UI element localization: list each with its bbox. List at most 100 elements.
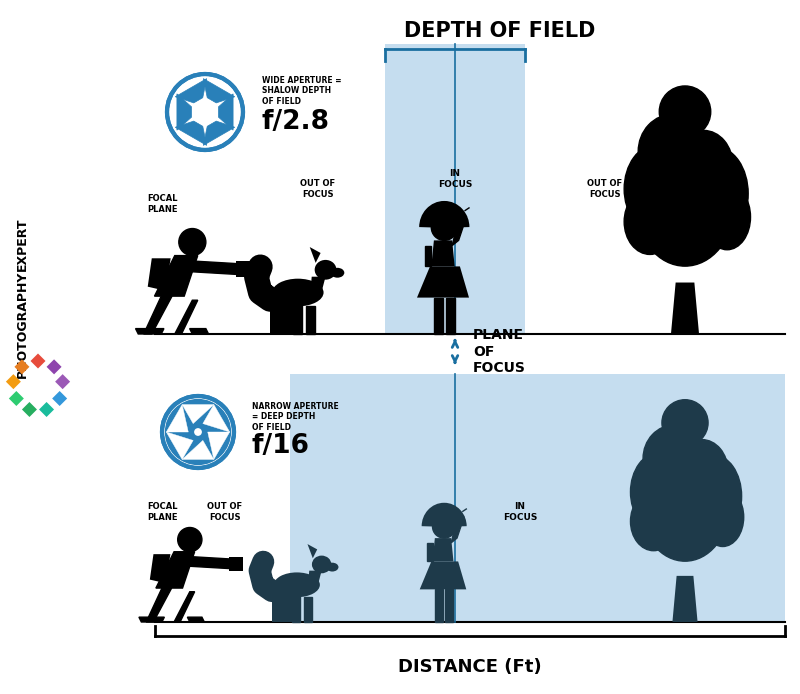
Polygon shape bbox=[192, 261, 238, 275]
Text: WIDE APERTURE =
SHALOW DEPTH
OF FIELD: WIDE APERTURE = SHALOW DEPTH OF FIELD bbox=[262, 76, 342, 105]
Polygon shape bbox=[166, 432, 193, 459]
Polygon shape bbox=[434, 298, 443, 334]
Polygon shape bbox=[306, 306, 314, 334]
Polygon shape bbox=[148, 258, 170, 291]
Bar bbox=[385, 44, 525, 334]
Text: OUT OF
FOCUS: OUT OF FOCUS bbox=[301, 179, 335, 198]
Polygon shape bbox=[310, 277, 326, 299]
Polygon shape bbox=[182, 405, 214, 423]
Circle shape bbox=[178, 527, 202, 552]
Polygon shape bbox=[446, 298, 454, 334]
Ellipse shape bbox=[272, 279, 323, 306]
Polygon shape bbox=[451, 515, 464, 543]
Text: PHOTOGRAPHY: PHOTOGRAPHY bbox=[15, 270, 29, 378]
Polygon shape bbox=[446, 589, 454, 622]
Polygon shape bbox=[174, 301, 198, 334]
Text: f/16: f/16 bbox=[252, 433, 310, 459]
Polygon shape bbox=[203, 78, 234, 103]
Text: OUT OF
FOCUS: OUT OF FOCUS bbox=[207, 502, 242, 522]
Ellipse shape bbox=[330, 268, 344, 278]
Circle shape bbox=[431, 214, 458, 240]
Polygon shape bbox=[55, 374, 70, 389]
Polygon shape bbox=[14, 359, 30, 374]
Polygon shape bbox=[673, 576, 698, 622]
Ellipse shape bbox=[630, 492, 677, 551]
Ellipse shape bbox=[312, 556, 331, 573]
Text: IN
FOCUS: IN FOCUS bbox=[438, 169, 472, 189]
Text: FOCAL
PLANE: FOCAL PLANE bbox=[146, 194, 178, 214]
Polygon shape bbox=[6, 374, 21, 389]
Polygon shape bbox=[144, 296, 172, 334]
Ellipse shape bbox=[674, 130, 733, 201]
Ellipse shape bbox=[704, 184, 750, 250]
Polygon shape bbox=[293, 303, 302, 334]
Polygon shape bbox=[671, 282, 699, 334]
Ellipse shape bbox=[659, 86, 710, 137]
Polygon shape bbox=[193, 99, 217, 126]
Ellipse shape bbox=[675, 439, 728, 502]
Ellipse shape bbox=[314, 260, 337, 280]
Polygon shape bbox=[9, 391, 24, 406]
Polygon shape bbox=[187, 617, 204, 622]
Polygon shape bbox=[135, 328, 164, 334]
Ellipse shape bbox=[702, 488, 744, 546]
Ellipse shape bbox=[630, 452, 689, 532]
Bar bbox=[290, 374, 785, 622]
Polygon shape bbox=[46, 359, 62, 374]
Text: OUT OF
FOCUS: OUT OF FOCUS bbox=[587, 179, 622, 198]
Polygon shape bbox=[293, 593, 300, 622]
Polygon shape bbox=[420, 561, 466, 589]
Polygon shape bbox=[425, 246, 431, 266]
Bar bbox=[229, 557, 243, 571]
Text: EXPERT: EXPERT bbox=[15, 217, 29, 271]
Polygon shape bbox=[166, 405, 188, 432]
Circle shape bbox=[170, 77, 240, 147]
Polygon shape bbox=[417, 266, 469, 298]
Polygon shape bbox=[190, 328, 209, 334]
Polygon shape bbox=[435, 589, 443, 622]
Polygon shape bbox=[203, 121, 234, 146]
Polygon shape bbox=[156, 552, 194, 588]
Circle shape bbox=[179, 228, 206, 255]
Polygon shape bbox=[208, 432, 230, 459]
Polygon shape bbox=[307, 544, 318, 558]
Polygon shape bbox=[270, 299, 293, 334]
Polygon shape bbox=[174, 592, 194, 622]
Polygon shape bbox=[304, 598, 312, 622]
Polygon shape bbox=[190, 557, 231, 568]
Text: DISTANCE (Ft): DISTANCE (Ft) bbox=[398, 658, 542, 676]
Polygon shape bbox=[310, 247, 321, 263]
Circle shape bbox=[194, 428, 202, 436]
Text: DEPTH OF FIELD: DEPTH OF FIELD bbox=[404, 21, 596, 41]
Polygon shape bbox=[426, 543, 433, 561]
Polygon shape bbox=[154, 255, 198, 296]
Bar bbox=[235, 261, 252, 277]
Polygon shape bbox=[146, 588, 172, 622]
Circle shape bbox=[433, 515, 456, 538]
Text: NARROW APERTURE
= DEEP DEPTH
OF FIELD: NARROW APERTURE = DEEP DEPTH OF FIELD bbox=[252, 402, 338, 432]
Ellipse shape bbox=[682, 147, 748, 240]
Ellipse shape bbox=[641, 452, 729, 561]
Polygon shape bbox=[52, 391, 67, 406]
Ellipse shape bbox=[662, 400, 708, 446]
Polygon shape bbox=[431, 240, 454, 266]
Ellipse shape bbox=[643, 425, 706, 492]
Ellipse shape bbox=[274, 573, 320, 598]
Ellipse shape bbox=[636, 144, 734, 266]
Polygon shape bbox=[218, 94, 233, 130]
Polygon shape bbox=[175, 121, 206, 146]
Polygon shape bbox=[307, 570, 322, 591]
Polygon shape bbox=[22, 402, 37, 417]
Ellipse shape bbox=[624, 189, 676, 255]
Text: PLANE
OF
FOCUS: PLANE OF FOCUS bbox=[473, 328, 526, 375]
Polygon shape bbox=[203, 405, 230, 432]
Polygon shape bbox=[433, 538, 454, 561]
Ellipse shape bbox=[326, 563, 338, 572]
Polygon shape bbox=[150, 554, 170, 583]
Ellipse shape bbox=[624, 144, 690, 233]
Polygon shape bbox=[39, 402, 54, 417]
Polygon shape bbox=[177, 94, 191, 130]
Text: IN
FOCUS: IN FOCUS bbox=[503, 502, 537, 522]
Polygon shape bbox=[175, 78, 206, 103]
Polygon shape bbox=[139, 617, 164, 622]
